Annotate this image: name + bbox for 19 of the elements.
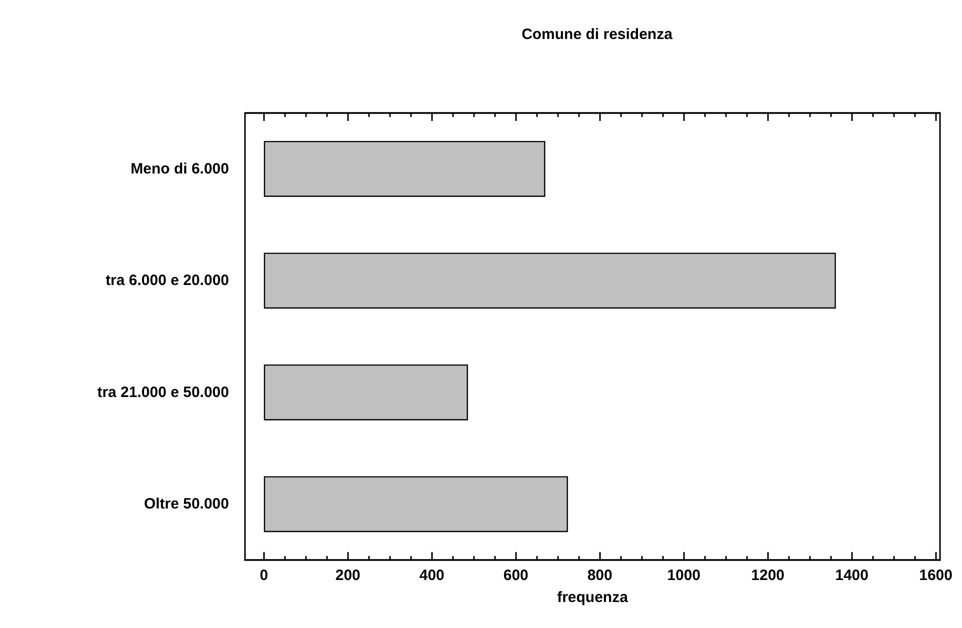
x-tick-label: 1000: [667, 567, 701, 584]
bar: [264, 140, 546, 197]
x-axis-title: frequenza: [557, 589, 629, 606]
y-tick-label: Oltre 50.000: [144, 496, 229, 513]
x-tick-label: 0: [260, 567, 268, 584]
y-tick-label: Meno di 6.000: [130, 160, 229, 178]
x-tick-label: 600: [503, 567, 528, 584]
x-tick-label: 400: [419, 567, 444, 584]
x-tick-label: 200: [335, 567, 360, 584]
bar: [264, 476, 568, 532]
x-tick-label: 1600: [919, 567, 952, 584]
y-tick-label: tra 6.000 e 20.000: [106, 272, 229, 290]
y-tick-label: tra 21.000 e 50.000: [97, 384, 229, 401]
x-tick-label: 1400: [835, 567, 868, 584]
x-tick-label: 800: [587, 567, 612, 584]
x-tick-label: 1200: [751, 567, 785, 584]
bar: [264, 252, 836, 309]
bar: [264, 364, 468, 420]
chart-title: Comune di residenza: [522, 26, 674, 43]
